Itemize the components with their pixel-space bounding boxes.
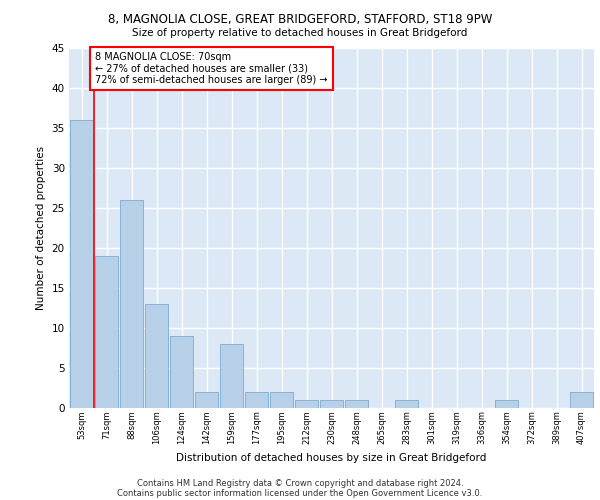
Bar [345,400,368,407]
Text: 8, MAGNOLIA CLOSE, GREAT BRIDGEFORD, STAFFORD, ST18 9PW: 8, MAGNOLIA CLOSE, GREAT BRIDGEFORD, STA… [108,12,492,26]
Bar [195,392,218,407]
Bar [570,392,593,407]
Y-axis label: Number of detached properties: Number of detached properties [36,146,46,310]
Text: 8 MAGNOLIA CLOSE: 70sqm
← 27% of detached houses are smaller (33)
72% of semi-de: 8 MAGNOLIA CLOSE: 70sqm ← 27% of detache… [95,52,328,84]
Text: Size of property relative to detached houses in Great Bridgeford: Size of property relative to detached ho… [133,28,467,38]
Bar [145,304,168,408]
X-axis label: Distribution of detached houses by size in Great Bridgeford: Distribution of detached houses by size … [176,452,487,462]
Bar [245,392,268,407]
Bar [120,200,143,408]
Bar [170,336,193,407]
Bar [70,120,93,408]
Bar [495,400,518,407]
Text: Contains HM Land Registry data © Crown copyright and database right 2024.: Contains HM Land Registry data © Crown c… [137,478,463,488]
Bar [95,256,118,408]
Text: Contains public sector information licensed under the Open Government Licence v3: Contains public sector information licen… [118,488,482,498]
Bar [220,344,243,407]
Bar [320,400,343,407]
Bar [295,400,318,407]
Bar [270,392,293,407]
Bar [395,400,418,407]
